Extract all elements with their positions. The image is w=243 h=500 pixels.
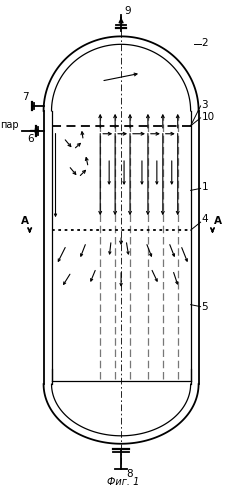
Text: 5: 5 <box>201 302 208 312</box>
Text: 3: 3 <box>201 100 208 110</box>
Text: 8: 8 <box>126 468 133 478</box>
Text: пар: пар <box>0 120 18 130</box>
Polygon shape <box>52 384 191 436</box>
Text: 6: 6 <box>28 134 34 143</box>
Text: А: А <box>21 216 29 226</box>
Polygon shape <box>52 44 191 111</box>
Text: 2: 2 <box>201 38 208 48</box>
Text: 9: 9 <box>124 6 131 16</box>
Text: 10: 10 <box>201 112 215 122</box>
Text: 4: 4 <box>201 214 208 224</box>
Text: Фиг. 1: Фиг. 1 <box>107 478 139 488</box>
Text: 7: 7 <box>22 92 28 102</box>
Text: А: А <box>214 216 221 226</box>
Text: 1: 1 <box>201 182 208 192</box>
